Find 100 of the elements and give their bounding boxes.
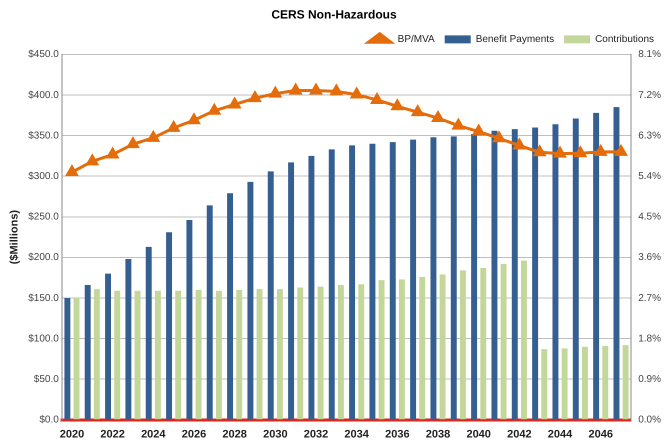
bar [94, 289, 100, 420]
bar [247, 182, 254, 420]
bar [369, 144, 376, 420]
bar [84, 285, 91, 420]
legend-label: Contributions [595, 34, 654, 46]
bar [378, 280, 385, 420]
x-tick-label: 2042 [507, 428, 532, 440]
x-tick-label: 2022 [100, 428, 125, 440]
bar [358, 284, 364, 420]
bar [227, 193, 234, 420]
y2-tick-label: 4.5% [638, 212, 662, 223]
x-tick-label: 2030 [263, 428, 288, 440]
bar [593, 112, 600, 420]
bar [125, 259, 132, 420]
bar [146, 246, 152, 420]
x-tick-label: 2032 [304, 428, 328, 440]
bar [532, 127, 538, 420]
bar [338, 285, 344, 420]
bar [471, 134, 478, 420]
point [86, 154, 98, 166]
point [452, 119, 464, 130]
point [574, 146, 586, 158]
bar [134, 290, 141, 420]
bar [166, 232, 172, 420]
point [269, 87, 282, 98]
bar [276, 289, 283, 420]
bar [206, 205, 213, 420]
bar [308, 156, 314, 420]
y-tick-label: $200.0 [28, 252, 60, 264]
point [514, 139, 526, 150]
y2-tick-label: 6.3% [638, 130, 662, 142]
bar [460, 270, 466, 420]
bar [520, 260, 527, 420]
y2-tick-label: 8.1% [638, 49, 662, 60]
point [350, 88, 362, 99]
bar [328, 149, 335, 420]
point [615, 145, 627, 156]
y-tick-label: $250.0 [28, 212, 60, 223]
legend-label: BP/MVA [398, 34, 436, 46]
bar [582, 346, 588, 420]
bar [622, 345, 629, 420]
bar [318, 286, 324, 420]
x-tick-label: 2040 [466, 428, 491, 440]
bar [541, 349, 548, 420]
bar [196, 290, 202, 420]
x-tick-label: 2044 [548, 428, 574, 440]
bar [512, 129, 518, 420]
y-tick-label: $450.0 [28, 49, 60, 60]
y2-tick-label: 2.7% [638, 292, 662, 304]
x-tick-label: 2036 [385, 428, 410, 440]
bar [430, 137, 436, 420]
bar [74, 298, 80, 420]
x-tick-label: 2020 [60, 428, 84, 440]
point [330, 84, 342, 96]
bar [552, 124, 558, 420]
x-tick-label: 2046 [588, 428, 613, 440]
legend-label: Benefit Payments [476, 34, 554, 46]
y-tick-label: $400.0 [28, 90, 60, 101]
point [106, 148, 118, 159]
y-tick-label: $0.0 [39, 414, 60, 426]
y2-tick-label: 0.9% [638, 374, 662, 385]
point [472, 125, 485, 136]
x-tick-label: 2028 [222, 428, 247, 440]
point [249, 92, 261, 102]
bar [268, 171, 274, 420]
y2-tick-label: 3.6% [638, 252, 662, 264]
point [432, 112, 444, 122]
x-tick-label: 2038 [426, 428, 450, 440]
y2-tick-label: 7.2% [638, 90, 662, 101]
bar [398, 279, 405, 420]
point [371, 93, 383, 104]
point [310, 84, 322, 94]
point [534, 146, 546, 156]
bar [390, 142, 396, 420]
bar [64, 298, 70, 420]
point [493, 132, 505, 142]
point [208, 104, 220, 115]
point [594, 145, 607, 156]
bar [256, 289, 263, 420]
point [66, 166, 78, 176]
bar [175, 290, 182, 420]
bar [114, 290, 120, 420]
x-tick-label: 2034 [344, 428, 370, 440]
bar [154, 290, 161, 420]
bar [186, 220, 192, 420]
point [290, 84, 302, 94]
point [168, 121, 180, 132]
bar [440, 274, 446, 420]
y2-tick-label: 0.0% [638, 414, 662, 426]
y-tick-label: $50.0 [34, 374, 60, 385]
point [412, 106, 424, 116]
point [392, 100, 404, 110]
bar [349, 145, 356, 420]
point [188, 114, 200, 124]
bar [450, 136, 457, 420]
x-tick-label: 2026 [182, 428, 206, 440]
point [127, 138, 139, 148]
bar [500, 264, 507, 420]
point [554, 147, 566, 158]
point [228, 98, 240, 108]
